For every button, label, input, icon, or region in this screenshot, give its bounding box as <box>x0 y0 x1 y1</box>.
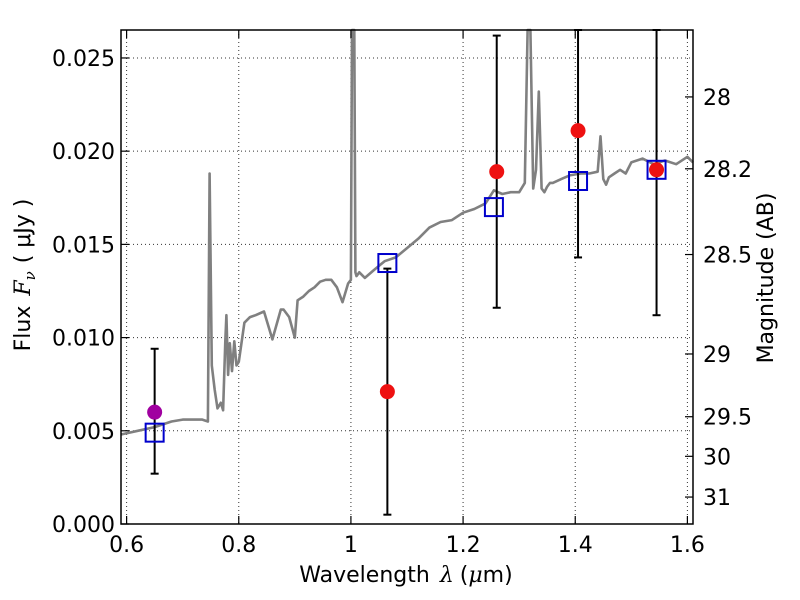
observed-point-marker <box>570 123 586 139</box>
y-axis-label-text: Flux <box>11 306 36 352</box>
data-markers <box>144 123 667 443</box>
y-tick-label: 0.020 <box>52 140 115 165</box>
x-tick-label: 1 <box>344 533 358 558</box>
y2-tick-label: 29 <box>703 343 731 368</box>
error-bars <box>150 29 661 516</box>
spectrum-line <box>120 28 694 436</box>
x-axis-symbol: λ <box>439 563 454 588</box>
y-axis-symbol: F <box>11 280 36 297</box>
y-tick-label: 0.015 <box>52 233 115 258</box>
y2-tick-label: 28 <box>703 86 731 111</box>
x-tick-label: 0.6 <box>109 533 144 558</box>
x-tick-label: 1.4 <box>558 533 593 558</box>
template-square-marker <box>377 253 398 274</box>
x-tick-label: 0.8 <box>221 533 256 558</box>
plot-frame <box>120 29 694 525</box>
template-square-marker <box>646 159 667 180</box>
axis-ticks: 0.6 0.8 1 1.2 1.4 1.6 0.000 0.005 0.010 0.015 0.02… <box>52 30 752 558</box>
template-square-marker <box>144 422 165 443</box>
template-square-marker <box>483 197 504 218</box>
y-tick-label: 0.005 <box>52 420 115 445</box>
x-axis-unit-mu: μ <box>468 563 482 588</box>
y2-tick-label: 29.5 <box>703 406 752 431</box>
observed-point-marker <box>649 162 665 178</box>
y-tick-label: 0.000 <box>52 513 115 538</box>
y2-tick-label: 28.2 <box>703 158 752 183</box>
observed-point-marker <box>489 164 505 180</box>
y-tick-label: 0.010 <box>52 327 115 352</box>
y2-tick-label: 28.5 <box>703 244 752 269</box>
x-axis-label: Wavelength λ (μm) <box>299 563 512 588</box>
observed-point-marker <box>147 404 163 420</box>
y2-axis-label: Magnitude (AB) <box>754 193 779 364</box>
x-axis-unit-open: ( <box>460 563 469 588</box>
y-axis-unit: ( μJy ) <box>11 199 36 264</box>
x-axis-label-text: Wavelength <box>299 563 430 588</box>
template-square-marker <box>568 170 589 191</box>
observed-point-marker <box>379 384 395 400</box>
grid-lines <box>121 30 693 525</box>
y-axis-subscript: ν <box>21 271 39 280</box>
y2-tick-label: 31 <box>703 486 731 511</box>
spectrum-layer <box>120 28 694 436</box>
x-tick-label: 1.2 <box>446 533 481 558</box>
y-axis-label: Flux Fν ( μJy ) <box>11 199 39 352</box>
y-tick-label: 0.025 <box>52 47 115 72</box>
y2-tick-label: 30 <box>703 445 731 470</box>
x-tick-label: 1.6 <box>670 533 705 558</box>
x-axis-unit-rest: m) <box>483 563 513 588</box>
